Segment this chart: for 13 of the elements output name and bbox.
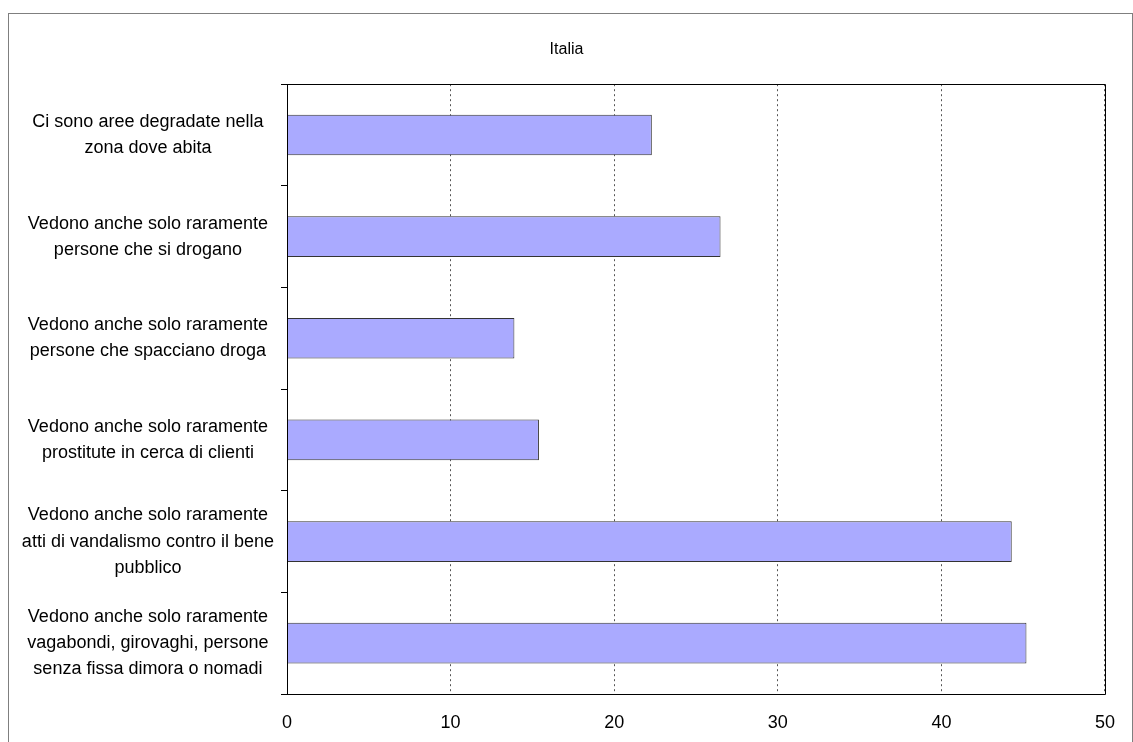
x-tick-label: 10 (440, 711, 461, 732)
y-tick-label: Ci sono aree degradate nella zona dove abita (32, 110, 265, 158)
x-tick-label: 50 (1094, 711, 1115, 732)
x-tick-label: 0 (281, 711, 293, 732)
y-tick-label: Vedono anche solo raramente prostitute in cerca di clienti (27, 415, 269, 462)
y-tick-label: Vedono anche solo raramente persone che si drogano (27, 212, 269, 259)
y-tick-label: Vedono anche solo raramente vagabondi, girovaghi, persone senza fissa dimora o nomadi (27, 606, 269, 679)
x-tick-label: 30 (767, 711, 788, 732)
y-tick-label: Vedono anche solo raramente persone che spacciano droga (27, 314, 269, 361)
chart-title: Italia (549, 40, 584, 58)
x-tick-label: 40 (931, 711, 952, 732)
y-tick-label: Vedono anche solo raramente atti di vandalismo contro il bene pubblico (21, 504, 274, 577)
x-tick-label: 20 (604, 711, 625, 732)
